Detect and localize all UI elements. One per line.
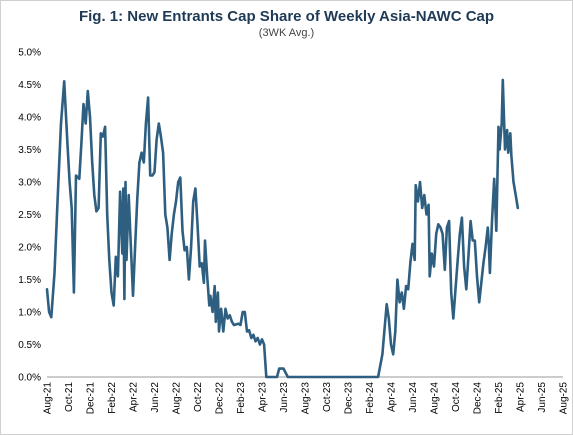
x-tick-label: Jun-23: [279, 382, 290, 413]
y-tick-label: 4.5%: [18, 80, 41, 91]
x-tick-label: Feb-25: [494, 382, 505, 414]
y-tick-label: 3.5%: [18, 145, 41, 156]
y-tick-label: 1.5%: [18, 275, 41, 286]
y-tick-label: 4.0%: [18, 113, 41, 124]
series-line: [45, 78, 520, 379]
x-tick-label: Oct-22: [193, 382, 204, 412]
y-tick-label: 0.0%: [18, 373, 41, 384]
x-tick-label: Feb-23: [236, 382, 247, 414]
x-tick-label: Oct-23: [322, 382, 333, 412]
x-tick-label: Dec-21: [86, 382, 97, 415]
y-axis: 0.0% 0.5% 1.0% 1.5% 2.0% 2.5% 3.0% 3.5% 4.0% 4.5%…: [18, 48, 41, 384]
x-tick-label: Dec-24: [473, 382, 484, 415]
x-tick-label: Jun-24: [408, 382, 419, 413]
x-tick-label: Aug-21: [43, 382, 54, 415]
y-tick-label: 0.5%: [18, 340, 41, 351]
x-tick-label: Apr-23: [258, 382, 269, 412]
x-tick-label: Oct-24: [451, 382, 462, 412]
x-tick-label: Dec-23: [344, 382, 355, 415]
x-tick-label: Apr-24: [387, 382, 398, 412]
x-axis: Aug-21 Oct-21 Dec-21 Feb-22 Apr-22 Jun-22 Aug-…: [43, 376, 570, 415]
y-tick-label: 5.0%: [18, 48, 41, 59]
chart-title: Fig. 1: New Entrants Cap Share of Weekly…: [78, 8, 495, 25]
x-tick-label: Apr-22: [129, 382, 140, 412]
x-tick-label: Jun-22: [150, 382, 161, 413]
x-tick-label: Aug-22: [172, 382, 183, 415]
x-tick-label: Jun-25: [537, 382, 548, 413]
x-tick-label: Dec-22: [215, 382, 226, 415]
x-tick-label: Feb-22: [107, 382, 118, 414]
y-tick-label: 2.0%: [18, 243, 41, 254]
x-tick-label: Feb-24: [365, 382, 376, 414]
x-tick-label: Oct-21: [64, 382, 75, 412]
y-tick-label: 2.5%: [18, 210, 41, 221]
chart-subtitle: (3WK Avg.): [258, 27, 315, 39]
y-tick-label: 1.0%: [18, 308, 41, 319]
x-tick-label: Aug-23: [301, 382, 312, 415]
x-tick-label: Aug-24: [430, 382, 441, 415]
y-tick-label: 3.0%: [18, 178, 41, 189]
series-group: [45, 78, 520, 379]
x-tick-label: Apr-25: [516, 382, 527, 412]
x-tick-label: Aug-25: [559, 382, 570, 415]
